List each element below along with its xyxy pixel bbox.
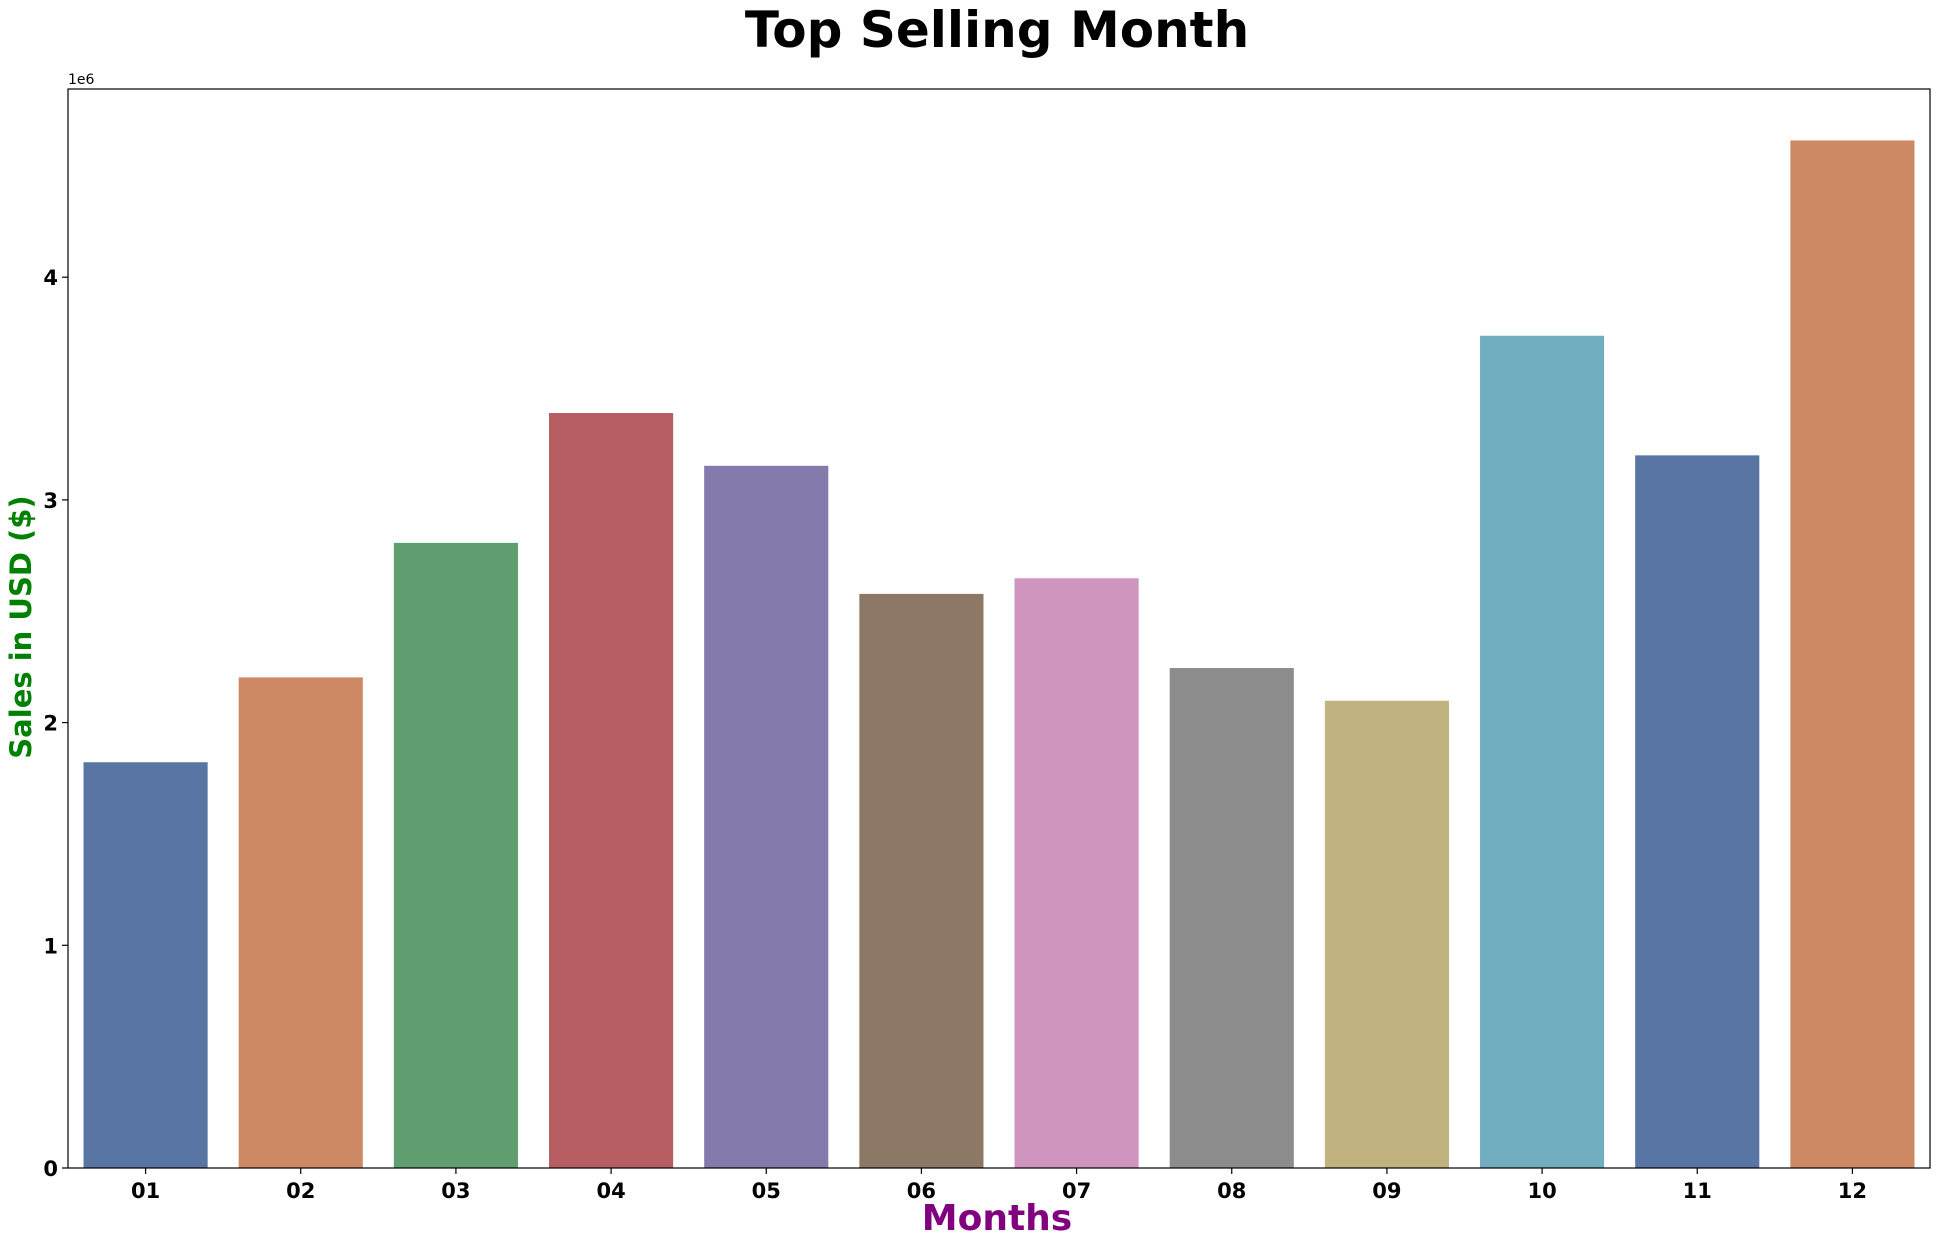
x-tick-label-01: 01 xyxy=(131,1179,160,1203)
y-axis-offset-label: 1e6 xyxy=(68,72,95,88)
x-tick-label-09: 09 xyxy=(1372,1179,1401,1203)
bar-04 xyxy=(549,413,674,1168)
y-tick-label-3: 3 xyxy=(43,489,58,513)
y-tick-label-1: 1 xyxy=(43,934,58,958)
y-axis: 0 1 2 3 4 xyxy=(43,266,68,1181)
bar-11 xyxy=(1635,455,1760,1168)
x-tick-label-05: 05 xyxy=(752,1179,781,1203)
x-tick-label-06: 06 xyxy=(907,1179,936,1203)
bars-layer xyxy=(83,140,1915,1169)
y-axis-title: Sales in USD ($) xyxy=(4,495,38,758)
x-tick-label-10: 10 xyxy=(1527,1179,1556,1203)
bar-06 xyxy=(859,593,984,1168)
x-tick-label-02: 02 xyxy=(286,1179,315,1203)
plot-frame xyxy=(67,88,1931,1169)
y-tick-label-0: 0 xyxy=(43,1157,58,1181)
bar-02 xyxy=(238,677,363,1168)
x-tick-label-08: 08 xyxy=(1217,1179,1246,1203)
x-axis-title: Months xyxy=(922,1198,1072,1239)
bar-12 xyxy=(1790,140,1915,1168)
y-tick-label-4: 4 xyxy=(43,266,58,290)
x-tick-label-04: 04 xyxy=(596,1179,625,1203)
x-tick-label-12: 12 xyxy=(1838,1179,1867,1203)
bar-09 xyxy=(1324,700,1449,1168)
bar-03 xyxy=(393,542,518,1168)
y-tick-label-2: 2 xyxy=(43,712,58,736)
bar-01 xyxy=(83,762,208,1168)
bar-10 xyxy=(1480,335,1605,1168)
bar-08 xyxy=(1169,668,1294,1168)
x-tick-label-11: 11 xyxy=(1683,1179,1712,1203)
bar-05 xyxy=(704,465,829,1169)
x-tick-label-07: 07 xyxy=(1062,1179,1091,1203)
chart-title: Top Selling Month xyxy=(745,1,1249,59)
x-tick-label-03: 03 xyxy=(441,1179,470,1203)
bar-07 xyxy=(1014,578,1139,1168)
x-axis: 01 02 03 04 05 06 07 08 09 10 11 12 xyxy=(131,1168,1867,1203)
